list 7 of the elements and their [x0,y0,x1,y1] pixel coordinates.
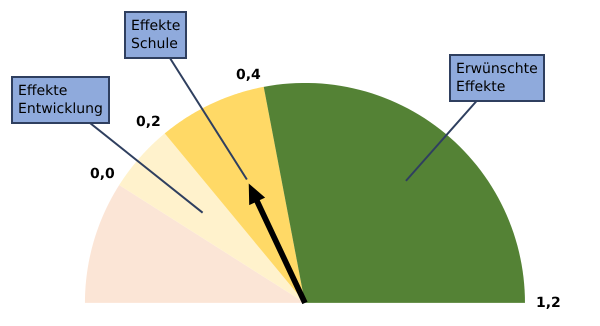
slice-label: Erwünschte Effekte [456,61,538,96]
text: 1,2 [536,295,561,311]
slice-label: Effekte Entwicklung [18,83,103,118]
slice-label: Effekte Schule [131,18,180,52]
text: 0,4 [236,67,262,83]
text: 0,2 [136,114,161,130]
text: 0,0 [90,166,116,182]
